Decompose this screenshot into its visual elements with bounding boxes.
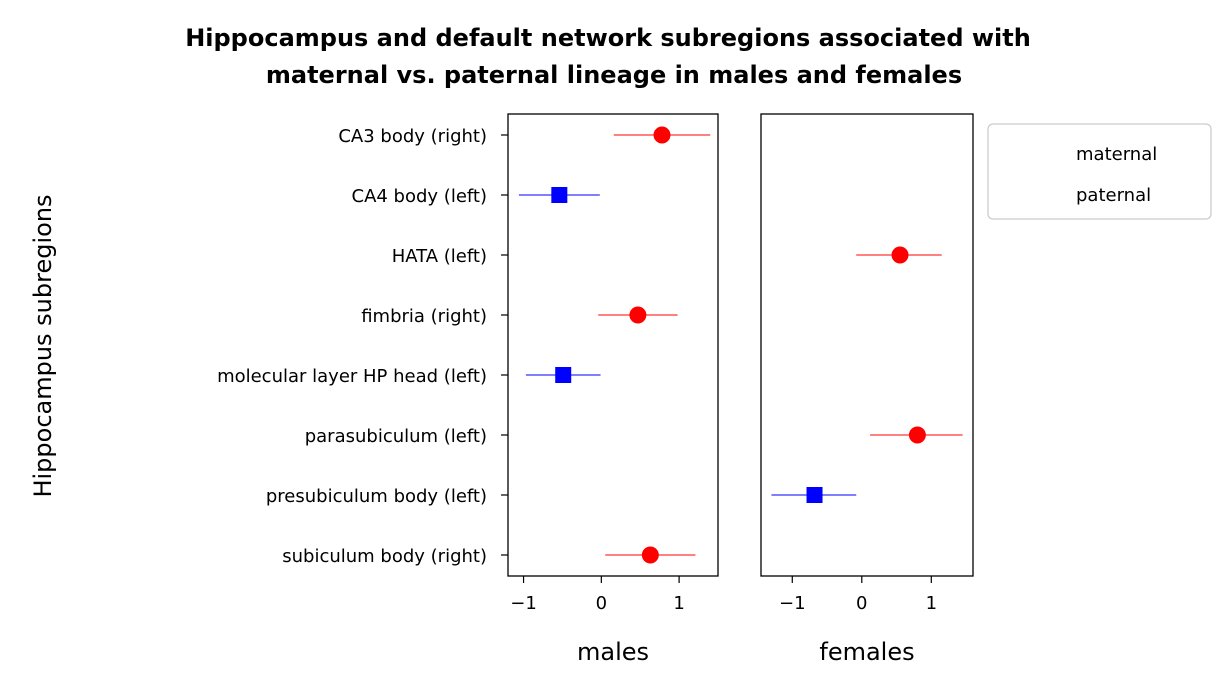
x-tick-label: 0	[856, 593, 867, 614]
y-tick-label: presubiculum body (left)	[266, 486, 487, 507]
y-tick-label: CA3 body (right)	[338, 126, 487, 147]
x-tick-label: 0	[596, 593, 607, 614]
y-tick-label: fimbria (right)	[361, 306, 487, 327]
point-paternal	[555, 367, 572, 383]
y-tick-label: molecular layer HP head (left)	[217, 366, 487, 387]
axes-frame	[507, 113, 719, 577]
legend-box	[987, 123, 1212, 220]
y-tick-label: subiculum body (right)	[282, 546, 487, 567]
panels: −1 0 1 males −1 0 1 females	[501, 113, 974, 666]
y-tick-label: CA4 body (left)	[352, 186, 488, 207]
panel-males: −1 0 1 males	[501, 113, 719, 666]
point-paternal	[806, 487, 823, 503]
x-tick-label: 1	[926, 593, 937, 614]
point-maternal	[641, 546, 659, 564]
chart-title-line1: Hippocampus and default network subregio…	[185, 24, 1031, 52]
legend-label-maternal: maternal	[1076, 144, 1157, 165]
panel-females: −1 0 1 females	[760, 113, 974, 666]
point-maternal	[891, 246, 909, 264]
x-tick-label: −1	[510, 593, 537, 614]
x-axis-label: females	[819, 638, 914, 666]
axes-frame	[760, 113, 974, 577]
point-paternal	[551, 187, 568, 203]
x-axis-label: males	[577, 638, 649, 666]
y-tick-labels: CA3 body (right) CA4 body (left) HATA (lef…	[217, 126, 487, 567]
x-tick-label: −1	[779, 593, 806, 614]
point-maternal	[653, 126, 671, 144]
y-tick-label: HATA (left)	[392, 246, 487, 267]
legend-label-paternal: paternal	[1076, 185, 1151, 206]
legend: maternal paternal	[987, 123, 1212, 220]
point-maternal	[908, 426, 926, 444]
x-tick-label: 1	[673, 593, 684, 614]
y-axis-label: Hippocampus subregions	[29, 194, 57, 497]
chart-title-line2: maternal vs. paternal lineage in males a…	[266, 61, 962, 89]
point-maternal	[629, 306, 647, 324]
y-tick-label: parasubiculum (left)	[305, 426, 487, 447]
